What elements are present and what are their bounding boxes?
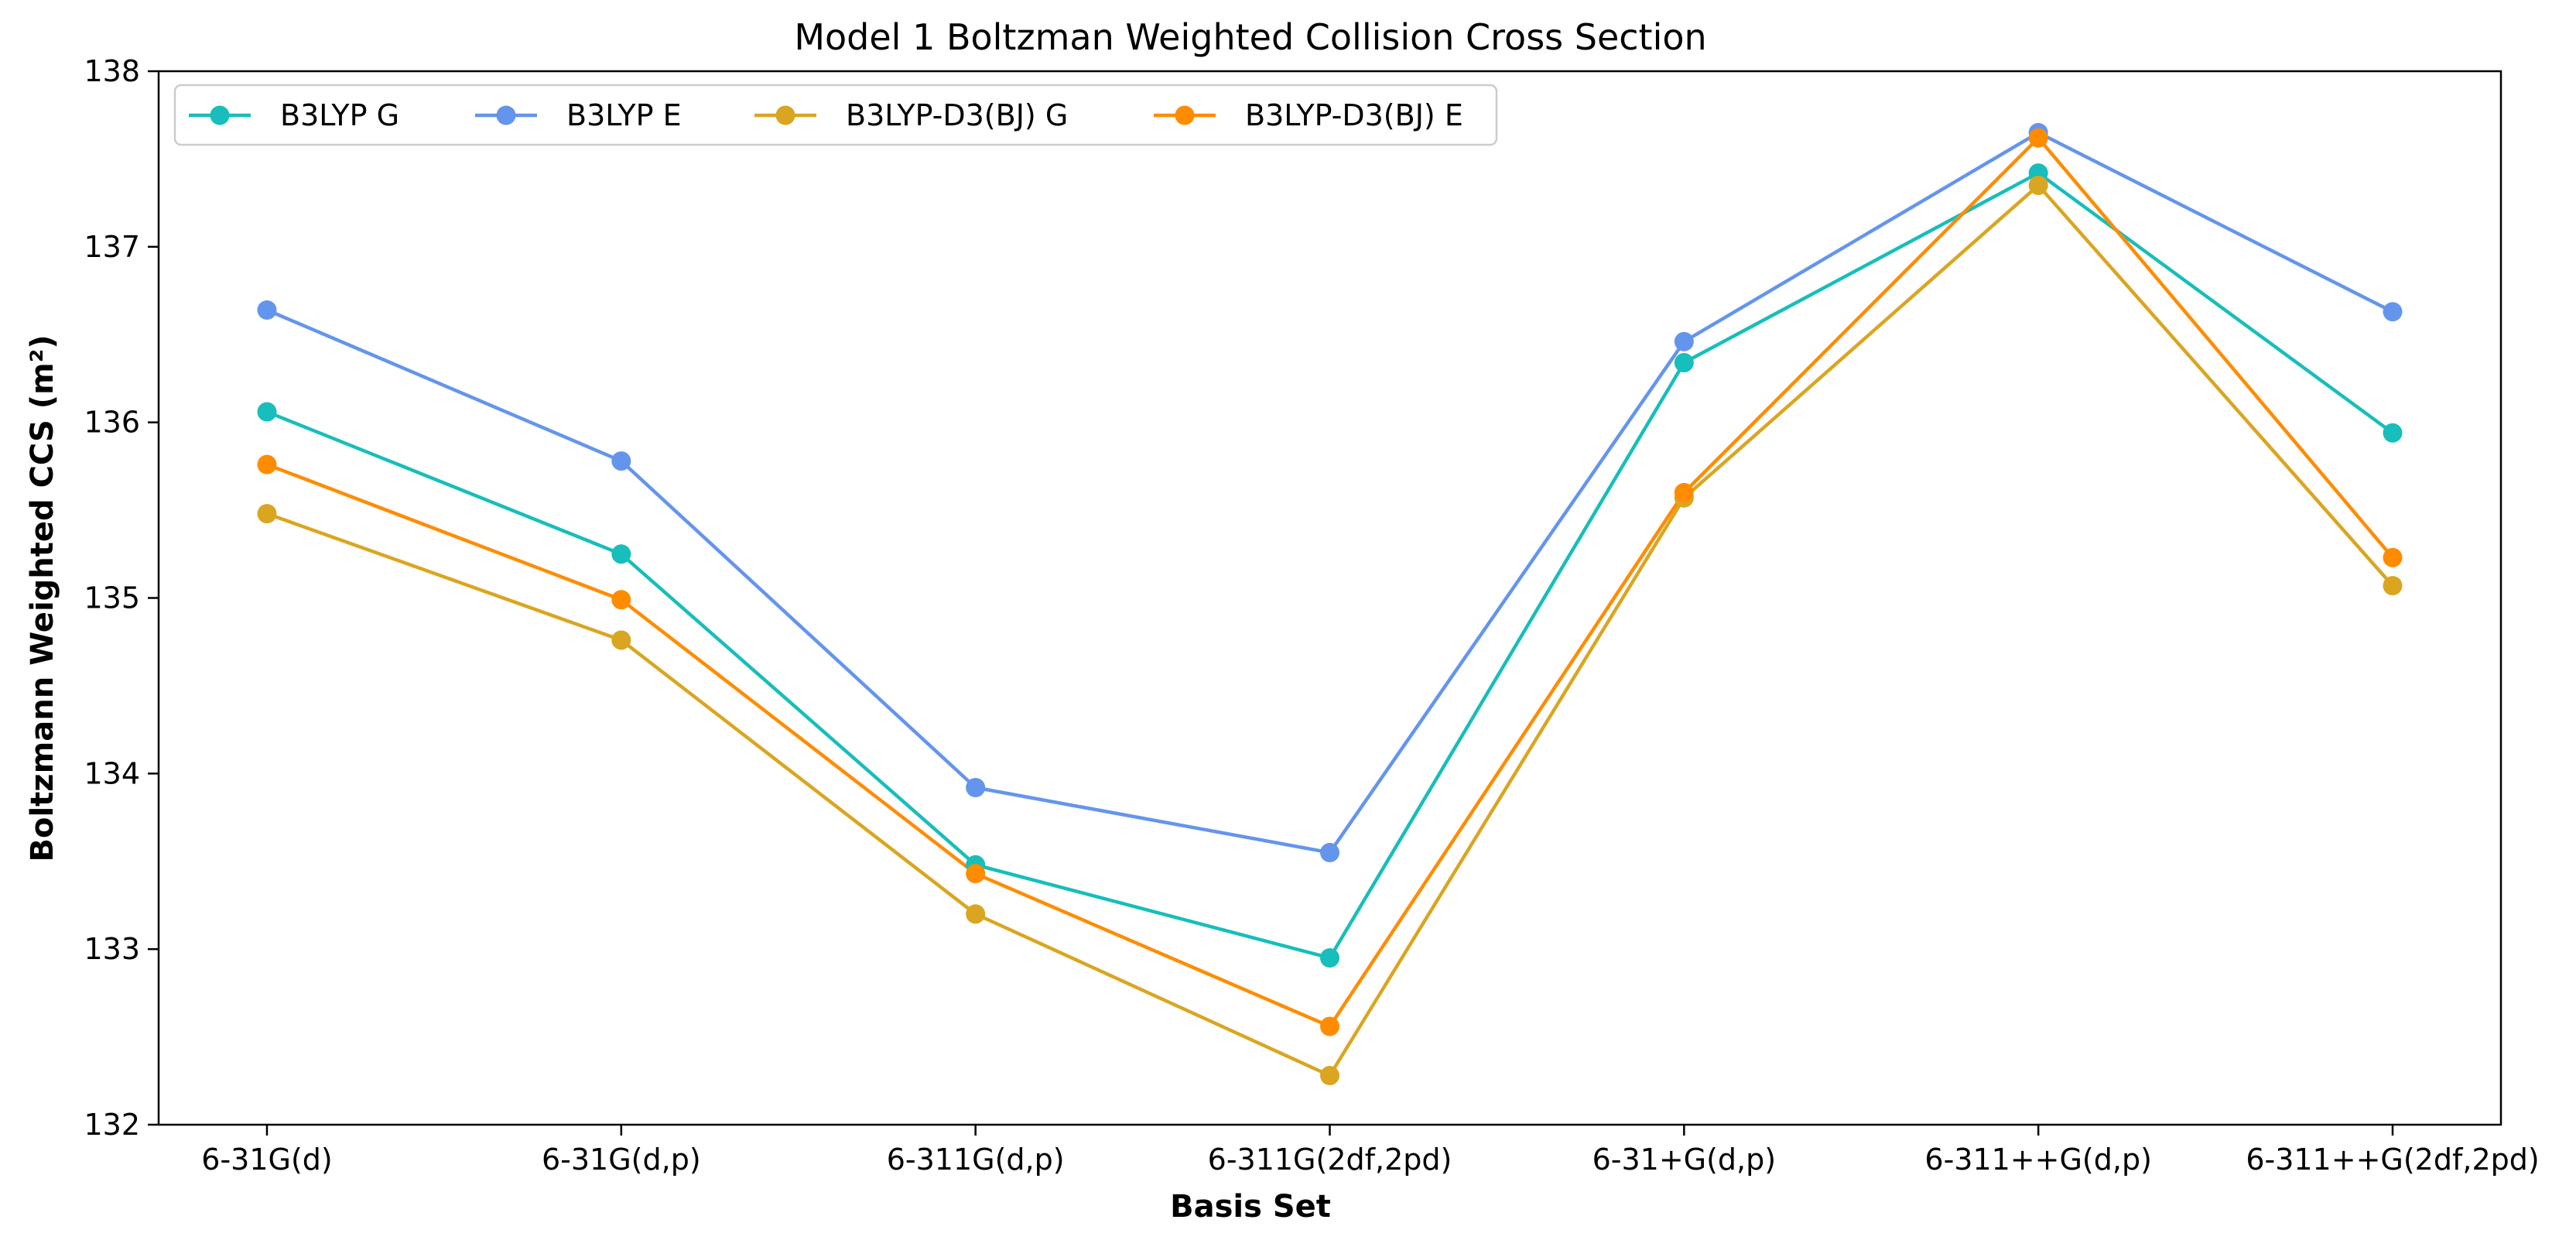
x-tick-label: 6-311G(2df,2pd) <box>1208 1143 1452 1177</box>
legend-label-b3lyp-e: B3LYP E <box>566 98 682 132</box>
x-tick-label: 6-31G(d) <box>201 1143 332 1177</box>
data-point-b3lyp-d3-bj-e <box>611 590 631 610</box>
data-point-b3lyp-d3-bj-g <box>257 504 277 524</box>
y-axis: 132 133 134 135 136 137 138 <box>84 54 159 1142</box>
x-axis-label: Basis Set <box>1170 1189 1331 1225</box>
x-tick-label: 6-311++G(2df,2pd) <box>2246 1143 2539 1177</box>
series-line-b3lyp-g <box>266 171 2394 960</box>
legend-marker-b3lyp-e <box>496 105 516 125</box>
series-line-b3lyp-d3-bj-e <box>266 135 2394 1029</box>
legend-marker-b3lyp-d3-bj-e <box>1175 105 1195 125</box>
y-tick-label: 132 <box>84 1108 140 1142</box>
y-axis-label: Boltzmann Weighted CCS (m²) <box>25 334 60 862</box>
x-axis: 6-31G(d) 6-31G(d,p) 6-311G(d,p) 6-311G(2df,… <box>201 1125 2540 1177</box>
y-tick-label: 136 <box>84 406 140 440</box>
data-point-b3lyp-d3-bj-e <box>1320 1016 1339 1036</box>
data-point-b3lyp-d3-bj-g <box>2028 175 2048 195</box>
data-point-b3lyp-d3-bj-g <box>966 904 986 924</box>
y-tick-label: 133 <box>84 932 140 966</box>
legend: B3LYP G B3LYP E B3LYP-D3(BJ) G B3LYP-D3(BJ)… <box>173 84 1498 146</box>
y-tick-label: 138 <box>84 54 140 88</box>
data-point-b3lyp-d3-bj-e <box>1674 482 1694 502</box>
data-point-b3lyp-e <box>1674 331 1694 351</box>
legend-label-b3lyp-d3-bj-e: B3LYP-D3(BJ) E <box>1245 98 1463 132</box>
y-tick-label: 137 <box>84 230 140 264</box>
x-tick-label: 6-31G(d,p) <box>542 1143 701 1177</box>
data-point-b3lyp-d3-bj-g <box>2383 576 2403 596</box>
plot-lines <box>266 131 2394 1077</box>
data-point-b3lyp-g <box>611 544 631 564</box>
series-line-b3lyp-d3-bj-g <box>266 183 2394 1077</box>
data-point-b3lyp-d3-bj-e <box>257 454 277 474</box>
series-line-b3lyp-e <box>266 131 2394 855</box>
legend-box <box>173 84 1498 146</box>
x-tick-label: 6-311++G(d,p) <box>1924 1143 2152 1177</box>
y-tick-label: 134 <box>84 756 140 790</box>
data-point-b3lyp-e <box>257 300 277 320</box>
data-point-b3lyp-g <box>1320 948 1339 968</box>
data-point-b3lyp-d3-bj-e <box>2028 128 2048 148</box>
chart-title: Model 1 Boltzman Weighted Collision Cros… <box>794 16 1706 58</box>
legend-marker-b3lyp-d3-bj-g <box>775 105 795 125</box>
data-point-b3lyp-d3-bj-g <box>1320 1065 1339 1085</box>
y-tick-label: 135 <box>84 581 140 615</box>
data-point-b3lyp-g <box>257 402 277 422</box>
data-point-b3lyp-d3-bj-e <box>2383 547 2403 567</box>
legend-label-b3lyp-g: B3LYP G <box>280 98 399 132</box>
x-tick-label: 6-311G(d,p) <box>887 1143 1065 1177</box>
x-tick-label: 6-31+G(d,p) <box>1592 1143 1777 1177</box>
plot-markers <box>257 122 2403 1085</box>
data-point-b3lyp-d3-bj-g <box>611 630 631 650</box>
data-point-b3lyp-e <box>1320 842 1339 862</box>
legend-marker-b3lyp-g <box>210 105 230 125</box>
data-point-b3lyp-g <box>1674 353 1694 373</box>
data-point-b3lyp-e <box>966 777 986 797</box>
data-point-b3lyp-g <box>2383 423 2403 443</box>
data-point-b3lyp-e <box>611 451 631 471</box>
data-point-b3lyp-d3-bj-e <box>966 864 986 884</box>
data-point-b3lyp-e <box>2383 302 2403 322</box>
legend-label-b3lyp-d3-bj-g: B3LYP-D3(BJ) G <box>846 98 1068 132</box>
